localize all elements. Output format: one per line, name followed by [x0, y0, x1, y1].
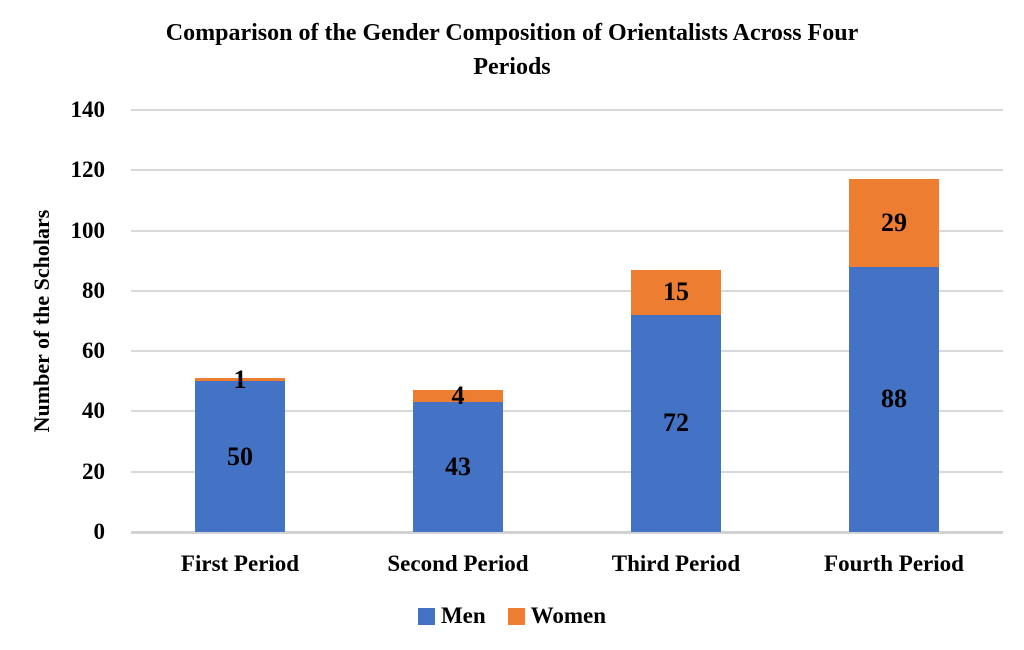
- legend-swatch-women: [507, 607, 525, 625]
- y-tick-label: 80: [82, 277, 105, 303]
- y-tick-label: 20: [82, 458, 105, 484]
- gridline: [131, 169, 1003, 172]
- bar-segment-women: [195, 378, 285, 382]
- x-axis-line: [131, 531, 1003, 534]
- y-tick-label: 60: [82, 338, 105, 364]
- x-category-label: Second Period: [387, 551, 529, 576]
- bar-value-label: 15: [663, 277, 689, 307]
- bar-value-label: 29: [881, 208, 907, 238]
- y-tick-label: 40: [82, 398, 105, 424]
- gridline: [131, 410, 1003, 413]
- bar-segment-men: [631, 314, 721, 532]
- legend-item: Men: [417, 601, 486, 631]
- legend-label: Women: [530, 603, 607, 628]
- bar-segment-women: [849, 179, 939, 267]
- bar-value-label: 4: [451, 381, 465, 411]
- chart-title-line2: Periods: [473, 54, 551, 80]
- gridline: [131, 350, 1003, 353]
- bar-segment-women: [631, 269, 721, 315]
- y-tick-label: 0: [93, 519, 106, 544]
- gridline: [131, 229, 1003, 232]
- gridline: [131, 470, 1003, 473]
- gridline: [131, 289, 1003, 292]
- chart-title-line1: Comparison of the Gender Composition of …: [165, 20, 859, 46]
- bar-value-label: 43: [445, 452, 471, 482]
- y-tick-label: 100: [70, 217, 106, 243]
- bar-value-label: 72: [663, 408, 689, 438]
- bar-value-label: 50: [227, 441, 253, 471]
- bar-segment-men: [195, 381, 285, 532]
- bar-value-label: 88: [881, 384, 907, 414]
- legend-item: Women: [507, 601, 607, 631]
- y-tick-label: 120: [70, 157, 106, 183]
- legend-swatch-men: [417, 607, 435, 625]
- x-category-label: Third Period: [611, 551, 741, 576]
- bar-segment-men: [413, 402, 503, 532]
- gridline: [131, 109, 1003, 111]
- bar-segment-men: [849, 266, 939, 532]
- bar-segment-women: [413, 390, 503, 403]
- legend: Men Women: [0, 598, 1024, 634]
- y-tick-label: 140: [70, 97, 106, 122]
- x-category-label: Fourth Period: [824, 551, 964, 576]
- chart-title: Comparison of the Gender Composition of …: [82, 16, 942, 84]
- x-category-label: First Period: [180, 551, 300, 576]
- bar-value-label: 1: [233, 364, 247, 394]
- legend-label: Men: [440, 603, 486, 628]
